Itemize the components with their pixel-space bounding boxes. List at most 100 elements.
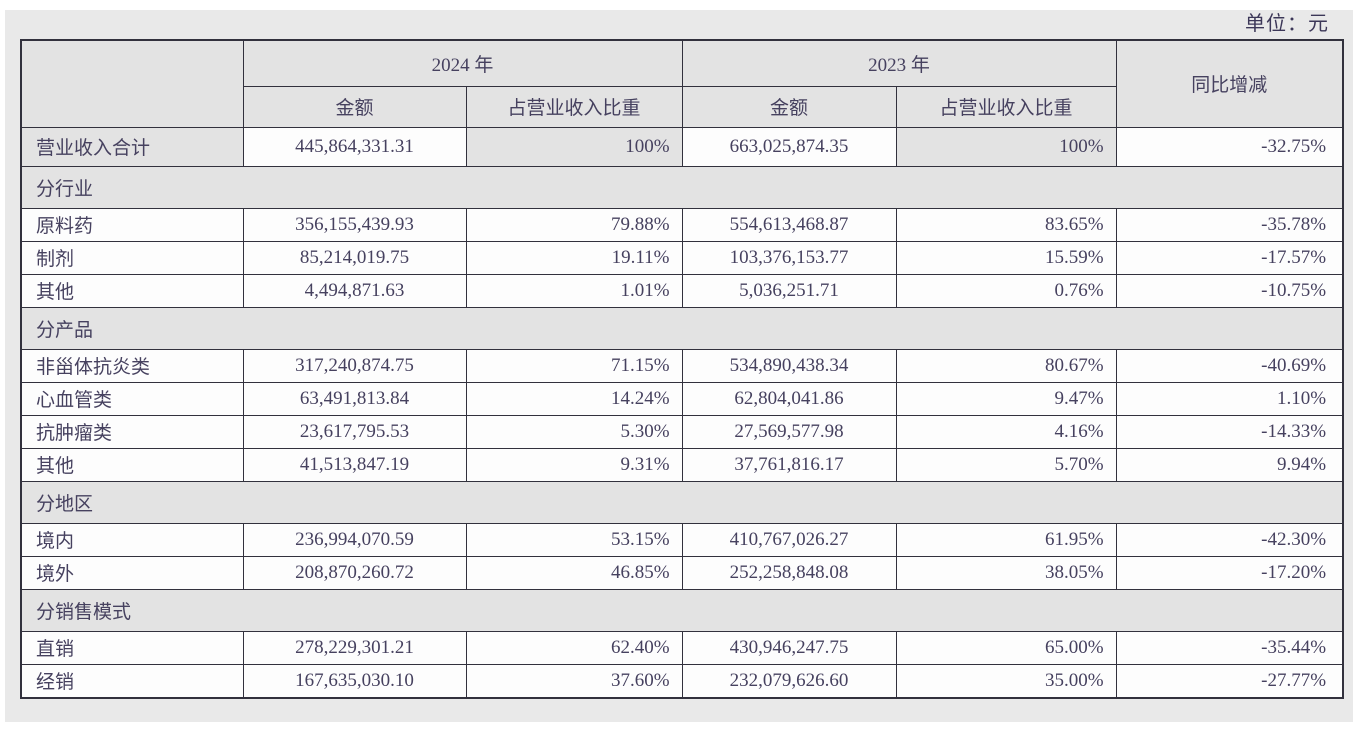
year-2023-header: 2023 年 (681, 39, 1117, 87)
table-row: 境内 236,994,070.59 53.15% 410,767,026.27 61.9… (20, 522, 1344, 557)
corner-blank-cell (20, 39, 244, 128)
amount-2023-header: 金额 (681, 85, 897, 128)
pct-2023-cell: 15.59% (895, 240, 1117, 275)
pct-2024-cell: 9.31% (465, 447, 683, 482)
amount-2024-cell: 23,617,795.53 (242, 414, 467, 449)
amount-2023-cell: 410,767,026.27 (681, 522, 897, 557)
row-label-cell: 非甾体抗炎类 (20, 348, 244, 383)
pct-2023-cell: 83.65% (895, 207, 1117, 242)
yoy-change-cell: -32.75% (1115, 126, 1344, 167)
amount-2023-cell: 663,025,874.35 (681, 126, 897, 167)
amount-2024-cell: 4,494,871.63 (242, 273, 467, 308)
table-row: 经销 167,635,030.10 37.60% 232,079,626.60 35.0… (20, 663, 1344, 698)
row-label-cell: 境外 (20, 555, 244, 590)
unit-label: 单位：元 (1245, 13, 1329, 35)
table-row: 非甾体抗炎类 317,240,874.75 71.15% 534,890,438.34… (20, 348, 1344, 383)
pct-2023-cell: 35.00% (895, 663, 1117, 698)
table-row: 境外 208,870,260.72 46.85% 252,258,848.08 38.0… (20, 555, 1344, 590)
table-row: 制剂 85,214,019.75 19.11% 103,376,153.77 15.59… (20, 240, 1344, 275)
pct-2023-cell: 61.95% (895, 522, 1117, 557)
pct-2024-cell: 37.60% (465, 663, 683, 698)
yoy-change-cell: -42.30% (1115, 522, 1344, 557)
row-label-cell: 境内 (20, 522, 244, 557)
amount-2024-header: 金额 (242, 85, 467, 128)
amount-2024-cell: 356,155,439.93 (242, 207, 467, 242)
row-label-cell: 经销 (20, 663, 244, 698)
pct-2023-cell: 38.05% (895, 555, 1117, 590)
amount-2024-cell: 278,229,301.21 (242, 630, 467, 665)
table-row: 抗肿瘤类 23,617,795.53 5.30% 27,569,577.98 4.16%… (20, 414, 1344, 449)
yoy-change-cell: -35.44% (1115, 630, 1344, 665)
pct-2023-cell: 5.70% (895, 447, 1117, 482)
section-row: 分地区 (20, 480, 1344, 524)
table-row: 直销 278,229,301.21 62.40% 430,946,247.75 65.0… (20, 630, 1344, 665)
section-label-cell: 分地区 (20, 480, 1344, 524)
pct-2023-cell: 0.76% (895, 273, 1117, 308)
amount-2024-cell: 236,994,070.59 (242, 522, 467, 557)
table-header: 2024 年 2023 年 同比增减 金额 占营业收入比重 金额 占营业收入比重 (20, 39, 1344, 128)
section-row: 分销售模式 (20, 588, 1344, 632)
amount-2023-cell: 27,569,577.98 (681, 414, 897, 449)
amount-2024-cell: 167,635,030.10 (242, 663, 467, 698)
yoy-change-cell: -27.77% (1115, 663, 1344, 698)
table-row: 其他 41,513,847.19 9.31% 37,761,816.17 5.70% 9.… (20, 447, 1344, 482)
pct-2023-cell: 65.00% (895, 630, 1117, 665)
section-label-cell: 分销售模式 (20, 588, 1344, 632)
pct-2023-cell: 80.67% (895, 348, 1117, 383)
section-row: 分行业 (20, 165, 1344, 209)
section-label-cell: 分产品 (20, 306, 1344, 350)
pct-2024-header: 占营业收入比重 (465, 85, 683, 128)
yoy-change-cell: -35.78% (1115, 207, 1344, 242)
yoy-change-cell: -17.20% (1115, 555, 1344, 590)
amount-2023-cell: 103,376,153.77 (681, 240, 897, 275)
amount-2023-cell: 62,804,041.86 (681, 381, 897, 416)
row-label-cell: 抗肿瘤类 (20, 414, 244, 449)
yoy-change-cell: -40.69% (1115, 348, 1344, 383)
amount-2023-cell: 37,761,816.17 (681, 447, 897, 482)
table-row: 原料药 356,155,439.93 79.88% 554,613,468.87 83.… (20, 207, 1344, 242)
yoy-change-header: 同比增减 (1115, 39, 1344, 128)
amount-2023-cell: 534,890,438.34 (681, 348, 897, 383)
pct-2024-cell: 100% (465, 126, 683, 167)
amount-2024-cell: 85,214,019.75 (242, 240, 467, 275)
amount-2024-cell: 41,513,847.19 (242, 447, 467, 482)
pct-2024-cell: 71.15% (465, 348, 683, 383)
pct-2024-cell: 46.85% (465, 555, 683, 590)
pct-2023-cell: 100% (895, 126, 1117, 167)
amount-2024-cell: 317,240,874.75 (242, 348, 467, 383)
amount-2024-cell: 63,491,813.84 (242, 381, 467, 416)
table-row: 营业收入合计 445,864,331.31 100% 663,025,874.35 10… (20, 126, 1344, 167)
pct-2024-cell: 14.24% (465, 381, 683, 416)
amount-2023-cell: 252,258,848.08 (681, 555, 897, 590)
pct-2024-cell: 62.40% (465, 630, 683, 665)
row-label-cell: 制剂 (20, 240, 244, 275)
yoy-change-cell: -17.57% (1115, 240, 1344, 275)
yoy-change-cell: 1.10% (1115, 381, 1344, 416)
year-2024-header: 2024 年 (242, 39, 683, 87)
amount-2023-cell: 232,079,626.60 (681, 663, 897, 698)
row-label-cell: 心血管类 (20, 381, 244, 416)
pct-2024-cell: 53.15% (465, 522, 683, 557)
section-label-cell: 分行业 (20, 165, 1344, 209)
amount-2023-cell: 5,036,251.71 (681, 273, 897, 308)
row-label-cell: 直销 (20, 630, 244, 665)
yoy-change-cell: 9.94% (1115, 447, 1344, 482)
document-page: 单位：元 2024 年 2023 年 同比增减 金额 占营业收入比重 金额 占营… (5, 10, 1353, 722)
section-row: 分产品 (20, 306, 1344, 350)
pct-2024-cell: 5.30% (465, 414, 683, 449)
revenue-breakdown-table: 2024 年 2023 年 同比增减 金额 占营业收入比重 金额 占营业收入比重… (20, 39, 1345, 699)
row-label-cell: 营业收入合计 (20, 126, 244, 167)
table-row: 其他 4,494,871.63 1.01% 5,036,251.71 0.76% -10.… (20, 273, 1344, 308)
pct-2023-cell: 4.16% (895, 414, 1117, 449)
amount-2023-cell: 430,946,247.75 (681, 630, 897, 665)
amount-2024-cell: 445,864,331.31 (242, 126, 467, 167)
pct-2024-cell: 79.88% (465, 207, 683, 242)
yoy-change-cell: -10.75% (1115, 273, 1344, 308)
revenue-table-body: 营业收入合计 445,864,331.31 100% 663,025,874.35 10… (20, 126, 1344, 698)
table-row: 心血管类 63,491,813.84 14.24% 62,804,041.86 9.47… (20, 381, 1344, 416)
pct-2024-cell: 1.01% (465, 273, 683, 308)
row-label-cell: 其他 (20, 273, 244, 308)
row-label-cell: 原料药 (20, 207, 244, 242)
row-label-cell: 其他 (20, 447, 244, 482)
amount-2023-cell: 554,613,468.87 (681, 207, 897, 242)
